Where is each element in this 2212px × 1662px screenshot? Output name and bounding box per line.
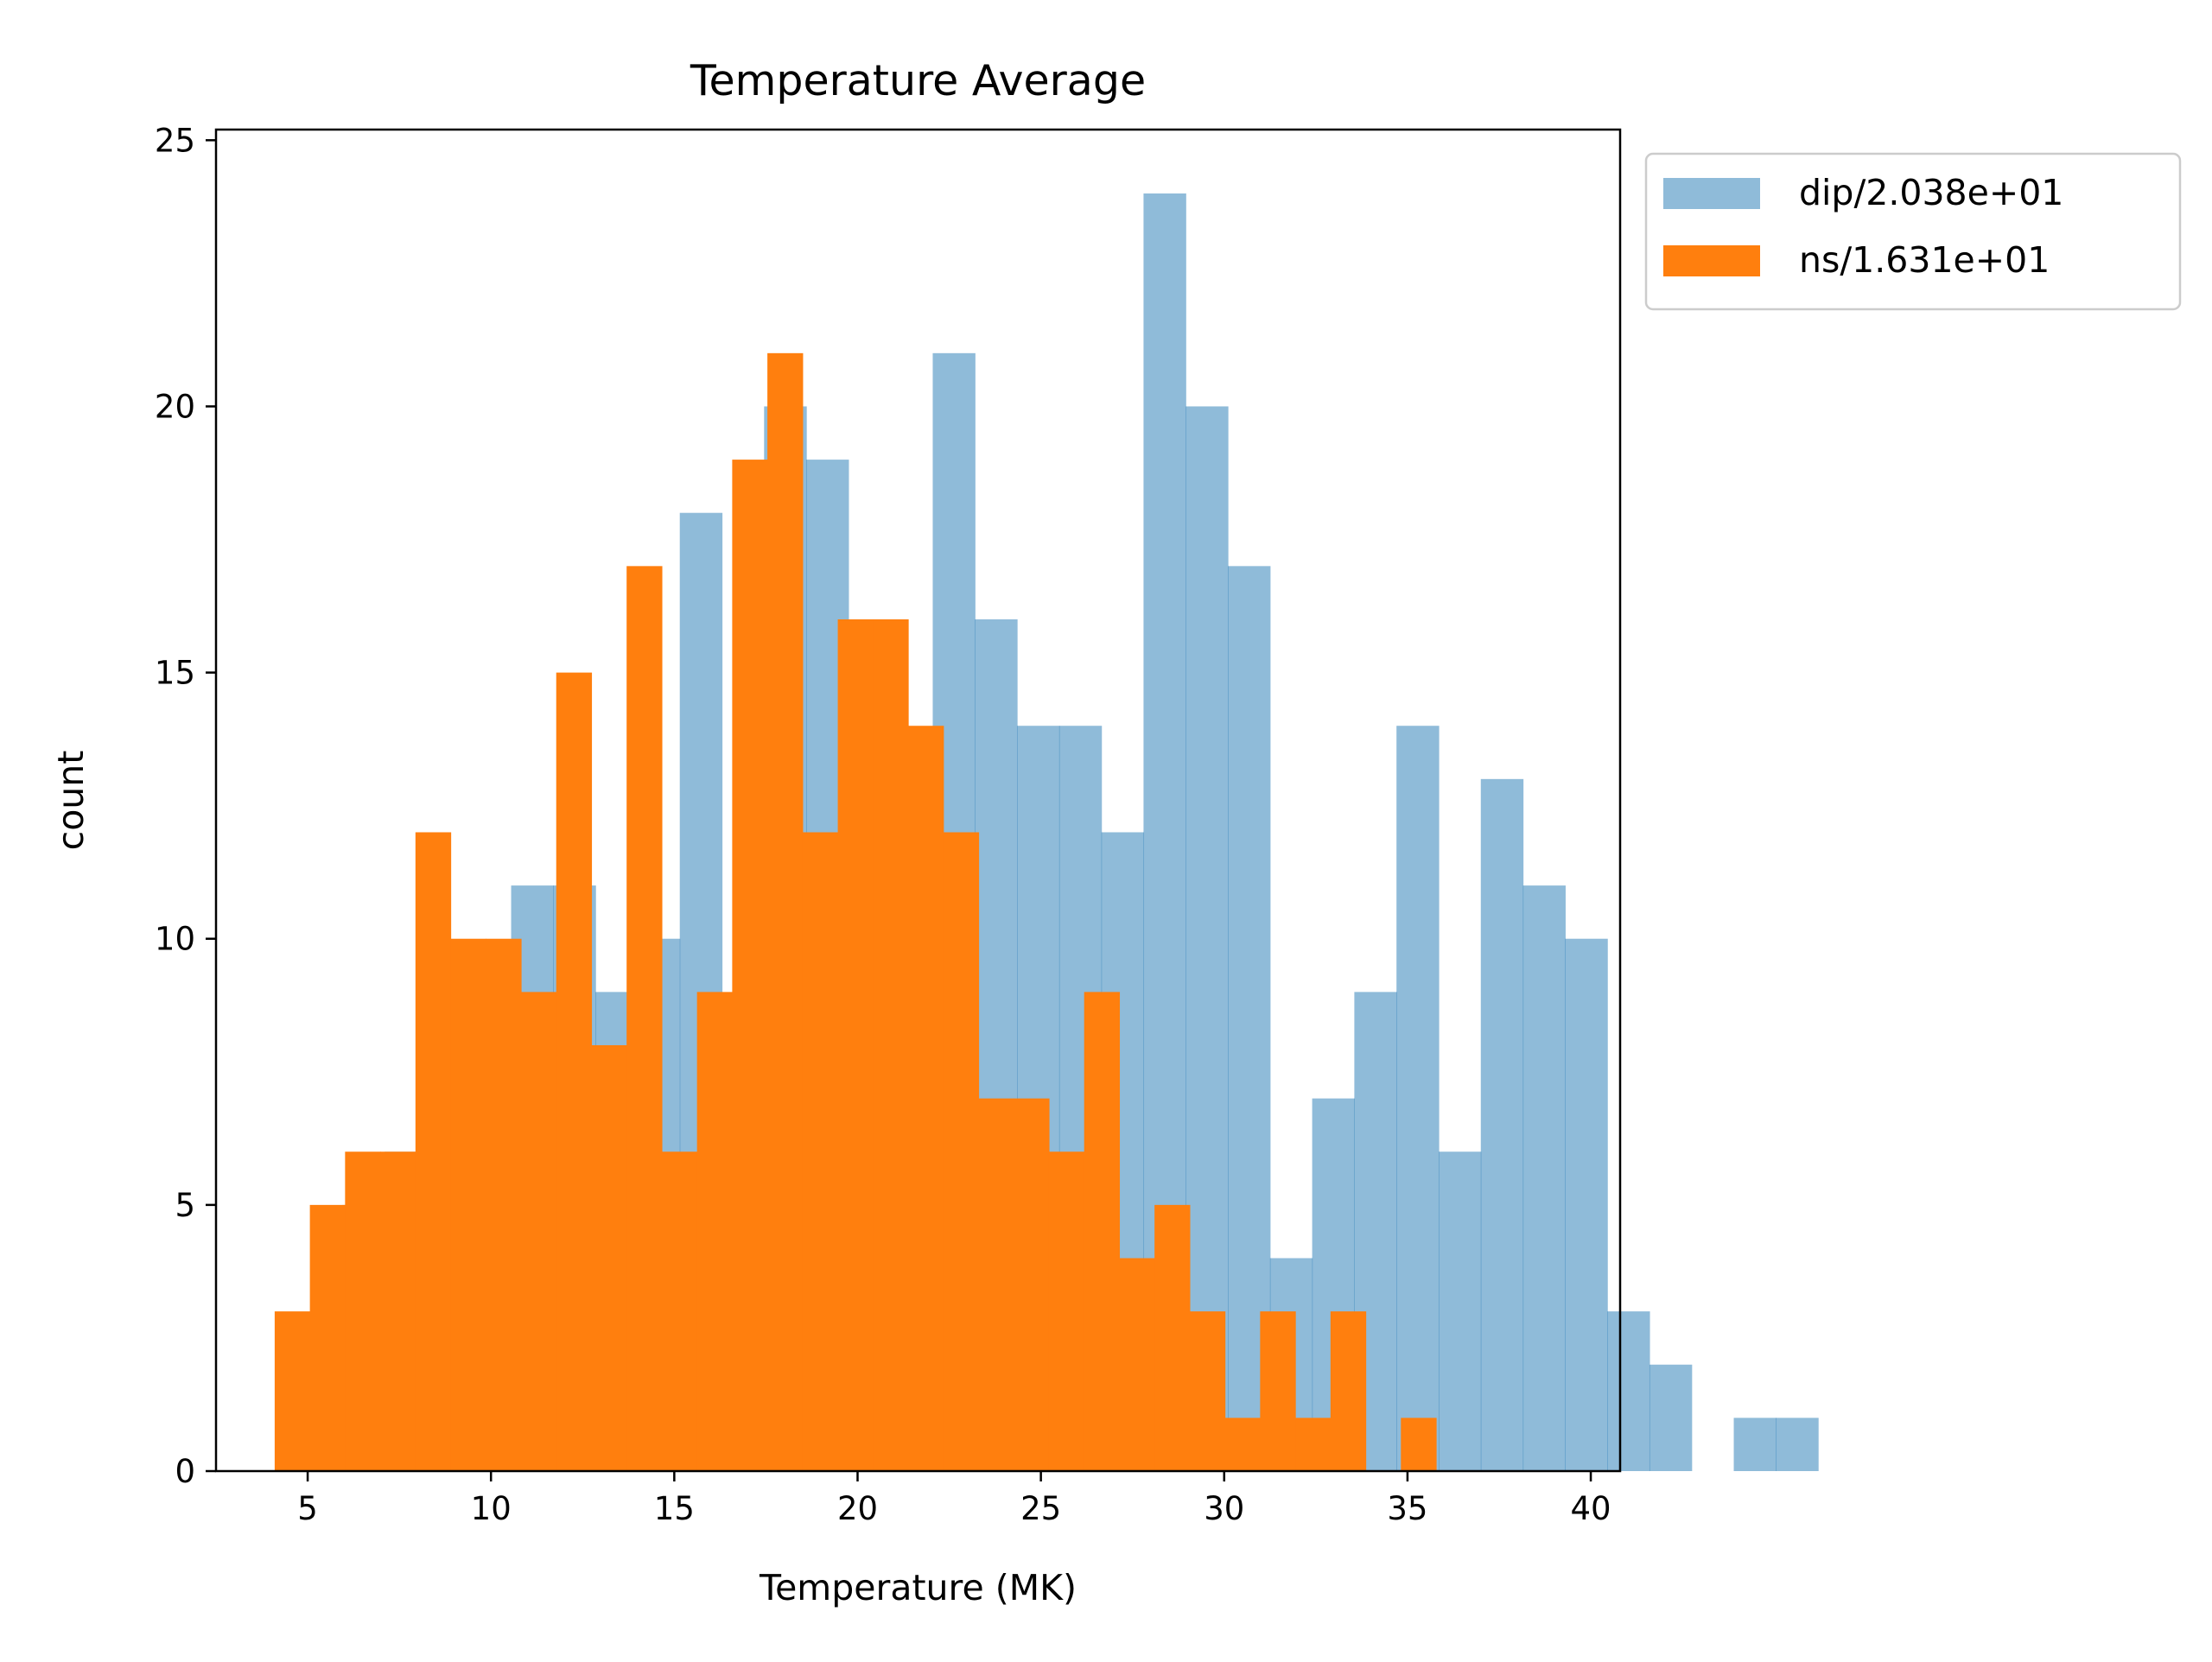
y-tick-label: 20 <box>155 388 195 425</box>
x-tick-label: 25 <box>1020 1490 1061 1527</box>
legend-box <box>1644 152 2182 311</box>
histogram-bar-ns <box>908 726 944 1471</box>
histogram-bar-ns <box>837 618 874 1471</box>
histogram-bar-ns <box>345 1151 381 1471</box>
histogram-bar-ns <box>486 938 522 1471</box>
legend-swatch-dip <box>1663 178 1760 209</box>
histogram-bar-dip <box>1565 938 1608 1471</box>
histogram-bar-ns <box>873 618 909 1471</box>
y-tick-label: 25 <box>155 122 195 159</box>
legend-swatch-ns <box>1663 245 1760 276</box>
histogram-bar-ns <box>732 460 768 1471</box>
histogram-bar-ns <box>1084 992 1121 1471</box>
histogram-bar-dip <box>1522 885 1566 1471</box>
chart-title: Temperature Average <box>690 56 1146 105</box>
y-tick-label: 0 <box>175 1453 195 1490</box>
histogram-bar-dip <box>1607 1311 1650 1471</box>
x-tick-label: 15 <box>654 1490 695 1527</box>
x-tick-label: 35 <box>1387 1490 1427 1527</box>
histogram-bar-dip <box>1185 406 1229 1472</box>
x-tick-label: 5 <box>297 1490 318 1527</box>
histogram-bar-ns <box>802 832 839 1471</box>
y-tick-label: 5 <box>175 1187 195 1224</box>
histogram-bar-dip <box>1438 1151 1482 1471</box>
histogram-bar-dip <box>1776 1418 1819 1471</box>
histogram-bar-ns <box>309 1204 346 1471</box>
histogram-bar-ns <box>380 1151 416 1471</box>
histogram-bar-ns <box>1224 1418 1261 1471</box>
histogram-bar-ns <box>626 566 663 1471</box>
histogram-bar-ns <box>1119 1258 1155 1471</box>
histogram-bar-ns <box>1189 1311 1226 1471</box>
legend-label-dip: dip/2.038e+01 <box>1799 172 2063 213</box>
y-axis-label: count <box>50 751 92 851</box>
histogram-bar-ns <box>450 938 486 1471</box>
x-tick-label: 30 <box>1204 1490 1244 1527</box>
legend-label-ns: ns/1.631e+01 <box>1799 239 2050 281</box>
histogram-bar-dip <box>1733 1418 1777 1471</box>
legend: dip/2.038e+01 ns/1.631e+01 <box>1644 152 2182 311</box>
histogram-bar-ns <box>1295 1418 1332 1471</box>
histogram-bar-ns <box>1048 1151 1085 1471</box>
histogram-bar-ns <box>943 832 980 1471</box>
x-tick-label: 20 <box>837 1490 878 1527</box>
histogram-bar-ns <box>1401 1418 1437 1471</box>
y-tick-label: 15 <box>155 655 195 692</box>
histogram-bar-ns <box>696 992 733 1471</box>
histogram-bar-ns <box>521 992 557 1471</box>
histogram-bar-ns <box>661 1151 698 1471</box>
x-axis-ticks: 5 10 15 20 25 30 35 40 <box>297 1471 1611 1527</box>
x-tick-label: 40 <box>1571 1490 1611 1527</box>
histogram-bar-ns <box>978 1098 1014 1471</box>
y-tick-label: 10 <box>155 921 195 958</box>
histogram-bar-ns <box>767 352 804 1472</box>
histogram-bar-dip <box>1480 778 1524 1471</box>
x-axis-label: Temperature (MK) <box>759 1567 1077 1608</box>
histogram-bar-ns <box>556 672 593 1471</box>
histogram-bar-ns <box>1260 1311 1296 1471</box>
histogram-bar-dip <box>1396 726 1440 1471</box>
series-ns-bars <box>274 352 1437 1472</box>
histogram-bar-dip <box>1649 1364 1693 1471</box>
axes-frame <box>214 128 1622 1473</box>
histogram-bar-ns <box>591 1044 627 1471</box>
histogram-bar-ns <box>1330 1311 1367 1471</box>
histogram-bar-ns <box>1154 1204 1191 1471</box>
histogram-bar-ns <box>1014 1098 1050 1471</box>
y-axis-ticks: 0 5 10 15 20 25 <box>155 122 216 1490</box>
histogram-bar-ns <box>274 1311 311 1471</box>
x-tick-label: 10 <box>471 1490 512 1527</box>
histogram-bar-ns <box>415 832 452 1471</box>
